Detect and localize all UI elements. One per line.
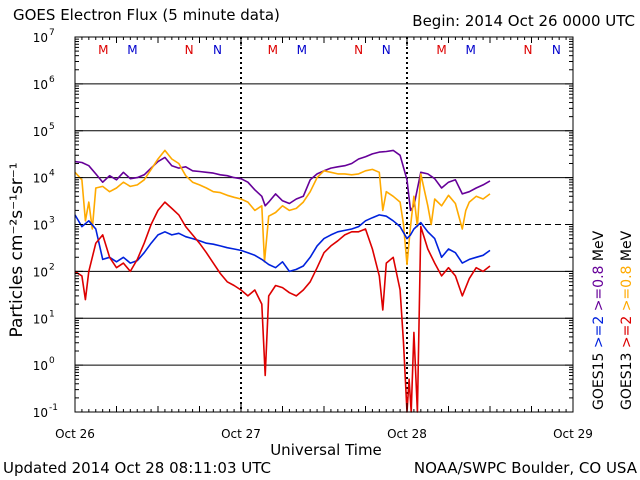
satellite-marker: M bbox=[465, 43, 475, 57]
y-tick-label: 10 bbox=[33, 125, 48, 139]
series-layer bbox=[74, 149, 491, 413]
x-tick-label: Oct 28 bbox=[387, 427, 427, 441]
series-line bbox=[74, 149, 491, 266]
legend-entry: >=2 bbox=[619, 311, 635, 348]
y-tick-exponent: 3 bbox=[49, 216, 55, 226]
grid-lines bbox=[75, 37, 573, 412]
x-ticks: Oct 26 Oct 27 Oct 28 Oct 29 bbox=[55, 37, 593, 441]
legend-entry: MeV bbox=[591, 230, 607, 261]
x-tick-label: Oct 27 bbox=[221, 427, 261, 441]
series-line bbox=[74, 149, 491, 212]
satellite-marker: M bbox=[127, 43, 137, 57]
y-tick-label: 10 bbox=[33, 219, 48, 233]
satellite-marker: M bbox=[297, 43, 307, 57]
satellite-marker: M bbox=[98, 43, 108, 57]
satellite-marker: N bbox=[213, 43, 222, 57]
legend-entry: >=0.8 bbox=[591, 261, 607, 311]
chart-title: GOES Electron Flux (5 minute data) bbox=[13, 6, 280, 24]
legend-entry: GOES15 bbox=[591, 348, 607, 410]
satellite-marker: N bbox=[524, 43, 533, 57]
begin-label: Begin: 2014 Oct 26 0000 UTC bbox=[412, 12, 635, 30]
satellite-marker: N bbox=[185, 43, 194, 57]
legend-entry: MeV bbox=[619, 230, 635, 261]
satellite-marker: N bbox=[552, 43, 561, 57]
y-tick-exponent: 5 bbox=[49, 122, 55, 132]
legend-goes15: GOES15 >=2 >=0.8 MeV bbox=[591, 230, 607, 410]
y-tick-label: 10 bbox=[33, 78, 48, 92]
series-line bbox=[74, 201, 491, 413]
y-tick-exponent: -1 bbox=[49, 403, 58, 413]
x-axis-label: Universal Time bbox=[270, 441, 382, 459]
y-tick-exponent: 7 bbox=[49, 28, 55, 38]
satellite-marker: M bbox=[268, 43, 278, 57]
y-tick-exponent: 6 bbox=[49, 75, 55, 85]
y-tick-exponent: 4 bbox=[49, 169, 55, 179]
series-line bbox=[74, 214, 491, 273]
y-axis-label: Particles cm⁻²s⁻¹sr⁻¹ bbox=[7, 162, 27, 337]
satellite-marker: M bbox=[436, 43, 446, 57]
x-tick-label: Oct 26 bbox=[55, 427, 95, 441]
y-tick-exponent: 1 bbox=[49, 309, 55, 319]
satellite-marker: N bbox=[382, 43, 391, 57]
y-tick-exponent: 2 bbox=[49, 262, 55, 272]
y-tick-label: 10 bbox=[33, 359, 48, 373]
legend-goes13: GOES13 >=2 >=0.8 MeV bbox=[619, 230, 635, 410]
legend-entry: GOES13 bbox=[619, 348, 635, 410]
y-tick-label: 10 bbox=[33, 312, 48, 326]
y-tick-label: 10 bbox=[33, 406, 48, 420]
legend-entry: >=0.8 bbox=[619, 261, 635, 311]
y-tick-label: 10 bbox=[33, 172, 48, 186]
satellite-marker: N bbox=[354, 43, 363, 57]
credit-label: NOAA/SWPC Boulder, CO USA bbox=[414, 459, 638, 477]
updated-timestamp: Updated 2014 Oct 28 08:11:03 UTC bbox=[3, 459, 271, 477]
legend-entry: >=2 bbox=[591, 311, 607, 348]
y-tick-label: 10 bbox=[33, 265, 48, 279]
y-tick-exponent: 0 bbox=[49, 356, 55, 366]
x-tick-label: Oct 29 bbox=[553, 427, 593, 441]
y-tick-label: 10 bbox=[33, 31, 48, 45]
